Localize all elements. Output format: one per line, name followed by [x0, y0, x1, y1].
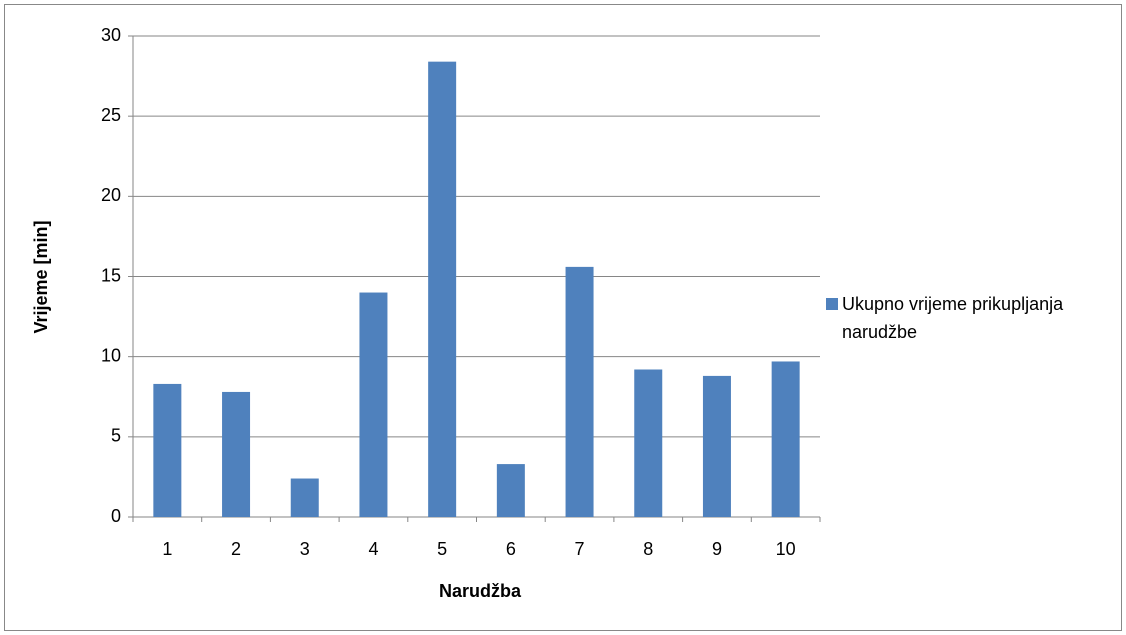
- y-tick-label: 20: [101, 185, 121, 205]
- y-tick-label: 15: [101, 265, 121, 285]
- bar: [771, 361, 800, 517]
- x-tick-label: 10: [776, 539, 796, 559]
- legend: Ukupno vrijeme prikupljanja narudžbe: [826, 290, 1086, 346]
- bar: [634, 369, 663, 517]
- bar: [565, 266, 594, 517]
- bar: [222, 391, 251, 517]
- x-tick-label: 3: [300, 539, 310, 559]
- bar: [290, 478, 319, 517]
- y-tick-label: 10: [101, 345, 121, 365]
- x-tick-label: 8: [643, 539, 653, 559]
- x-tick-label: 6: [506, 539, 516, 559]
- legend-label: Ukupno vrijeme prikupljanja narudžbe: [842, 294, 1064, 342]
- y-tick-label: 25: [101, 105, 121, 125]
- chart-border: [4, 4, 1122, 631]
- x-tick-label: 1: [162, 539, 172, 559]
- x-axis-title: Narudžba: [439, 581, 522, 601]
- x-tick-label: 7: [575, 539, 585, 559]
- bar: [428, 61, 457, 518]
- y-axis-title: Vrijeme [min]: [31, 220, 51, 333]
- x-tick-label: 5: [437, 539, 447, 559]
- y-tick-label: 30: [101, 25, 121, 45]
- x-tick-label: 4: [368, 539, 378, 559]
- y-tick-label: 5: [111, 426, 121, 446]
- bar: [359, 292, 388, 517]
- y-tick-label: 0: [111, 506, 121, 526]
- bar: [496, 464, 525, 517]
- bar: [153, 383, 182, 517]
- bar: [702, 375, 731, 517]
- x-tick-label: 2: [231, 539, 241, 559]
- x-tick-label: 9: [712, 539, 722, 559]
- legend-swatch: [826, 298, 838, 310]
